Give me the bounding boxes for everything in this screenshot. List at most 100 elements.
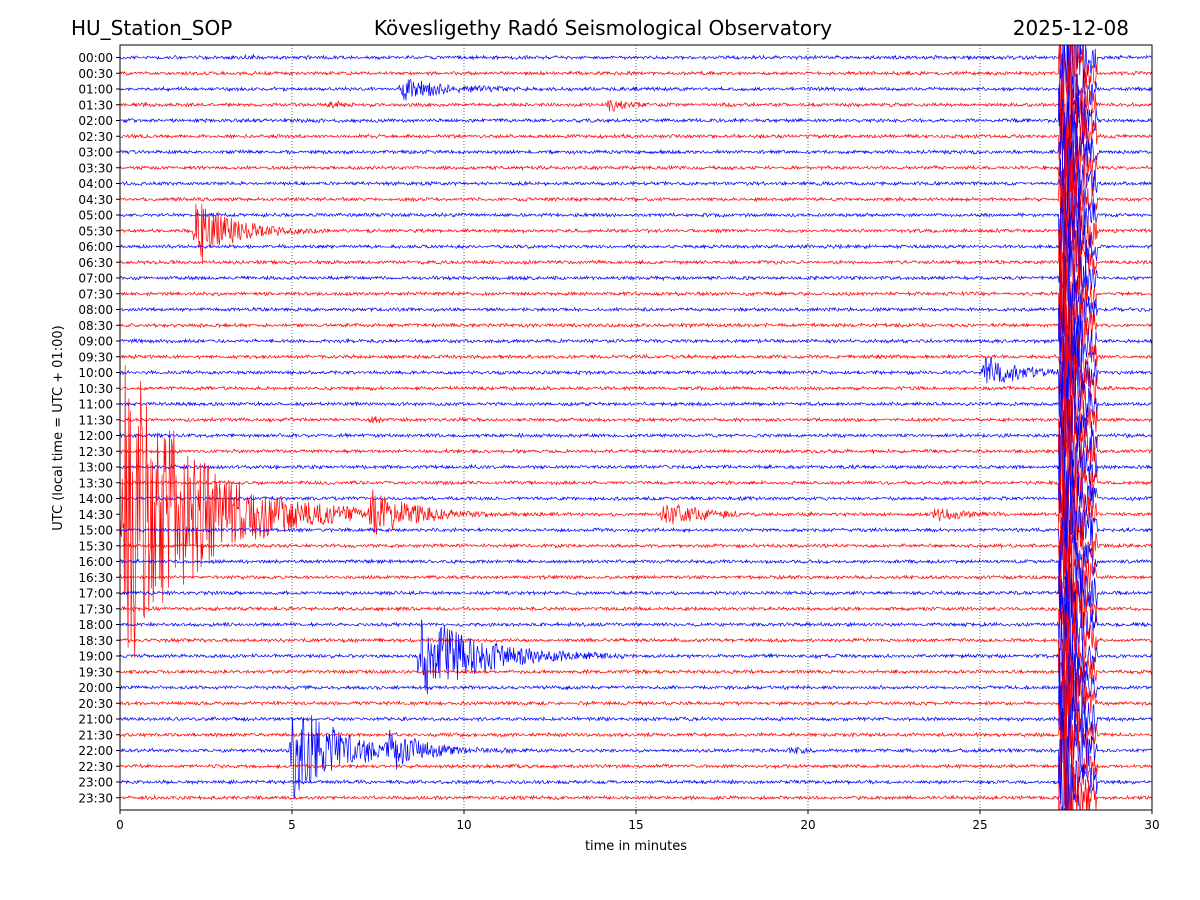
trace-1100 [120, 360, 1152, 454]
y-tick-label: 20:00 [78, 681, 113, 695]
trace-0730 [120, 249, 1152, 346]
y-tick-label: 22:00 [78, 744, 113, 758]
y-tick-label: 11:30 [78, 413, 113, 427]
trace-0900 [120, 291, 1152, 399]
trace-2230 [120, 713, 1152, 810]
x-tick-label: 10 [456, 818, 471, 832]
trace-0930 [120, 304, 1152, 417]
trace-0130 [120, 52, 1152, 162]
y-tick-label: 17:00 [78, 587, 113, 601]
trace-0630 [120, 211, 1152, 301]
trace-2100 [120, 678, 1152, 763]
x-tick-label: 15 [628, 818, 643, 832]
trace-1830 [120, 607, 1152, 689]
trace-1330 [120, 429, 1152, 547]
trace-2330 [120, 749, 1152, 810]
trace-1400 [120, 449, 1152, 552]
y-tick-label: 06:30 [78, 256, 113, 270]
y-tick-label: 19:30 [78, 665, 113, 679]
trace-1700 [120, 559, 1152, 652]
x-axis-ticks: 0 5 10 15 20 25 30 [116, 810, 1160, 832]
seismic-traces [120, 45, 1152, 810]
y-tick-label: 20:30 [78, 697, 113, 711]
y-tick-label: 23:00 [78, 776, 113, 790]
y-tick-label: 13:00 [78, 461, 113, 475]
trace-0330 [120, 118, 1152, 215]
trace-1200 [120, 376, 1152, 475]
x-tick-label: 0 [116, 818, 124, 832]
trace-1030 [120, 331, 1152, 445]
y-tick-label: 17:30 [78, 602, 113, 616]
y-tick-label: 16:30 [78, 571, 113, 585]
trace-0700 [120, 220, 1152, 338]
y-tick-label: 05:00 [78, 209, 113, 223]
trace-1900 [120, 602, 1152, 716]
trace-0030 [120, 45, 1152, 121]
y-tick-label: 03:00 [78, 146, 113, 160]
trace-0530 [120, 179, 1152, 263]
y-tick-label: 08:00 [78, 303, 113, 317]
y-tick-label: 18:30 [78, 634, 113, 648]
y-tick-label: 11:00 [78, 398, 113, 412]
y-tick-label: 08:30 [78, 319, 113, 333]
y-tick-label: 07:00 [78, 272, 113, 286]
y-tick-label: 02:30 [78, 130, 113, 144]
y-tick-label: 05:30 [78, 224, 113, 238]
trace-1430 [120, 365, 1152, 658]
y-tick-label: 10:30 [78, 382, 113, 396]
x-tick-label: 25 [972, 818, 987, 832]
trace-2200 [120, 704, 1152, 810]
y-tick-label: 14:00 [78, 492, 113, 506]
y-tick-label: 21:30 [78, 728, 113, 742]
trace-0800 [120, 253, 1152, 366]
y-tick-label: 10:00 [78, 366, 113, 380]
trace-0300 [120, 101, 1152, 196]
plot-date: 2025-12-08 [1013, 16, 1129, 40]
y-tick-label: 04:30 [78, 193, 113, 207]
trace-1730 [120, 557, 1152, 652]
y-tick-label: 09:30 [78, 350, 113, 364]
y-tick-label: 12:00 [78, 429, 113, 443]
trace-0200 [120, 76, 1152, 185]
observatory-title: Köveslige­thy Radó Seismological Observa… [374, 16, 832, 40]
trace-0430 [120, 141, 1152, 253]
y-tick-label: 15:00 [78, 524, 113, 538]
trace-1230 [120, 396, 1152, 495]
y-tick-label: 01:30 [78, 98, 113, 112]
y-tick-label: 22:30 [78, 760, 113, 774]
y-tick-label: 04:00 [78, 177, 113, 191]
trace-0600 [120, 196, 1152, 277]
trace-1630 [120, 525, 1152, 626]
y-tick-label: 13:30 [78, 476, 113, 490]
x-tick-label: 20 [800, 818, 815, 832]
trace-1800 [120, 570, 1152, 682]
y-tick-label: 15:30 [78, 539, 113, 553]
trace-0100 [120, 45, 1152, 138]
y-tick-label: 01:00 [78, 83, 113, 97]
y-tick-label: 00:30 [78, 67, 113, 81]
y-tick-label: 16:00 [78, 555, 113, 569]
trace-0400 [120, 129, 1152, 232]
y-tick-label: 18:00 [78, 618, 113, 632]
trace-0830 [120, 268, 1152, 388]
x-axis-label: time in minutes [585, 839, 687, 854]
trace-1500 [120, 470, 1152, 583]
trace-0000 [120, 45, 1152, 105]
y-tick-label: 14:30 [78, 508, 113, 522]
y-tick-label: 07:30 [78, 287, 113, 301]
trace-1930 [120, 614, 1152, 722]
y-tick-label: 21:00 [78, 713, 113, 727]
y-tick-label: 12:30 [78, 445, 113, 459]
trace-1130 [120, 362, 1152, 469]
trace-1300 [120, 422, 1152, 523]
x-tick-label: 5 [288, 818, 296, 832]
trace-2300 [120, 736, 1152, 810]
x-tick-label: 30 [1144, 818, 1159, 832]
trace-1530 [120, 499, 1152, 596]
trace-0500 [120, 167, 1152, 273]
trace-1000 [120, 326, 1152, 423]
y-tick-label: 19:00 [78, 650, 113, 664]
y-tick-label: 03:30 [78, 161, 113, 175]
